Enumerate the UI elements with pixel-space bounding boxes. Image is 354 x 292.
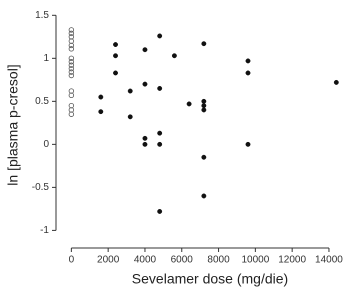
point xyxy=(142,47,148,53)
point xyxy=(113,53,118,59)
point xyxy=(186,101,192,107)
point xyxy=(245,70,251,76)
point xyxy=(142,141,148,147)
point xyxy=(201,103,207,109)
y-tick-label: 0 xyxy=(43,139,49,150)
x-tick-label: 6000 xyxy=(171,255,194,266)
point xyxy=(157,85,163,91)
point xyxy=(201,193,207,199)
point xyxy=(113,70,118,76)
x-tick-label: 0 xyxy=(69,255,75,266)
point xyxy=(333,79,339,85)
point xyxy=(157,130,163,136)
point xyxy=(157,141,163,147)
point xyxy=(68,46,75,52)
x-tick-label: 14000 xyxy=(315,255,343,266)
point xyxy=(113,42,118,48)
point xyxy=(68,59,75,65)
x-tick-label: 4000 xyxy=(134,255,157,266)
point xyxy=(201,98,207,104)
point xyxy=(98,109,104,115)
point xyxy=(201,154,207,160)
point xyxy=(171,53,177,59)
point xyxy=(201,41,207,47)
point xyxy=(68,69,75,75)
point xyxy=(127,114,133,120)
y-tick-label: 1 xyxy=(43,53,49,64)
point xyxy=(68,92,75,99)
y-tick-label: 0.5 xyxy=(35,96,49,107)
y-axis-title: ln [plasma p-cresol] xyxy=(5,64,21,185)
point xyxy=(127,88,133,94)
x-axis-title: Sevelamer dose (mg/die) xyxy=(132,271,288,287)
point xyxy=(68,30,75,37)
x-tick-label: 12000 xyxy=(278,255,306,266)
point xyxy=(157,33,163,39)
point xyxy=(245,58,251,64)
y-tick-label: -1 xyxy=(40,225,49,236)
point xyxy=(98,94,104,100)
point xyxy=(68,42,75,49)
x-tick-label: 8000 xyxy=(207,255,230,266)
point xyxy=(68,27,75,33)
y-tick-label: 1.5 xyxy=(35,10,49,21)
point xyxy=(245,141,251,147)
point xyxy=(201,107,207,113)
point xyxy=(142,135,148,141)
point xyxy=(157,209,163,214)
x-tick-label: 10000 xyxy=(241,255,269,266)
point xyxy=(68,62,75,68)
point xyxy=(68,72,75,79)
point xyxy=(68,65,75,72)
y-tick-label: -0.5 xyxy=(32,182,50,193)
point xyxy=(68,111,75,117)
point xyxy=(68,55,75,62)
x-tick-label: 2000 xyxy=(97,255,120,266)
point xyxy=(142,81,148,87)
